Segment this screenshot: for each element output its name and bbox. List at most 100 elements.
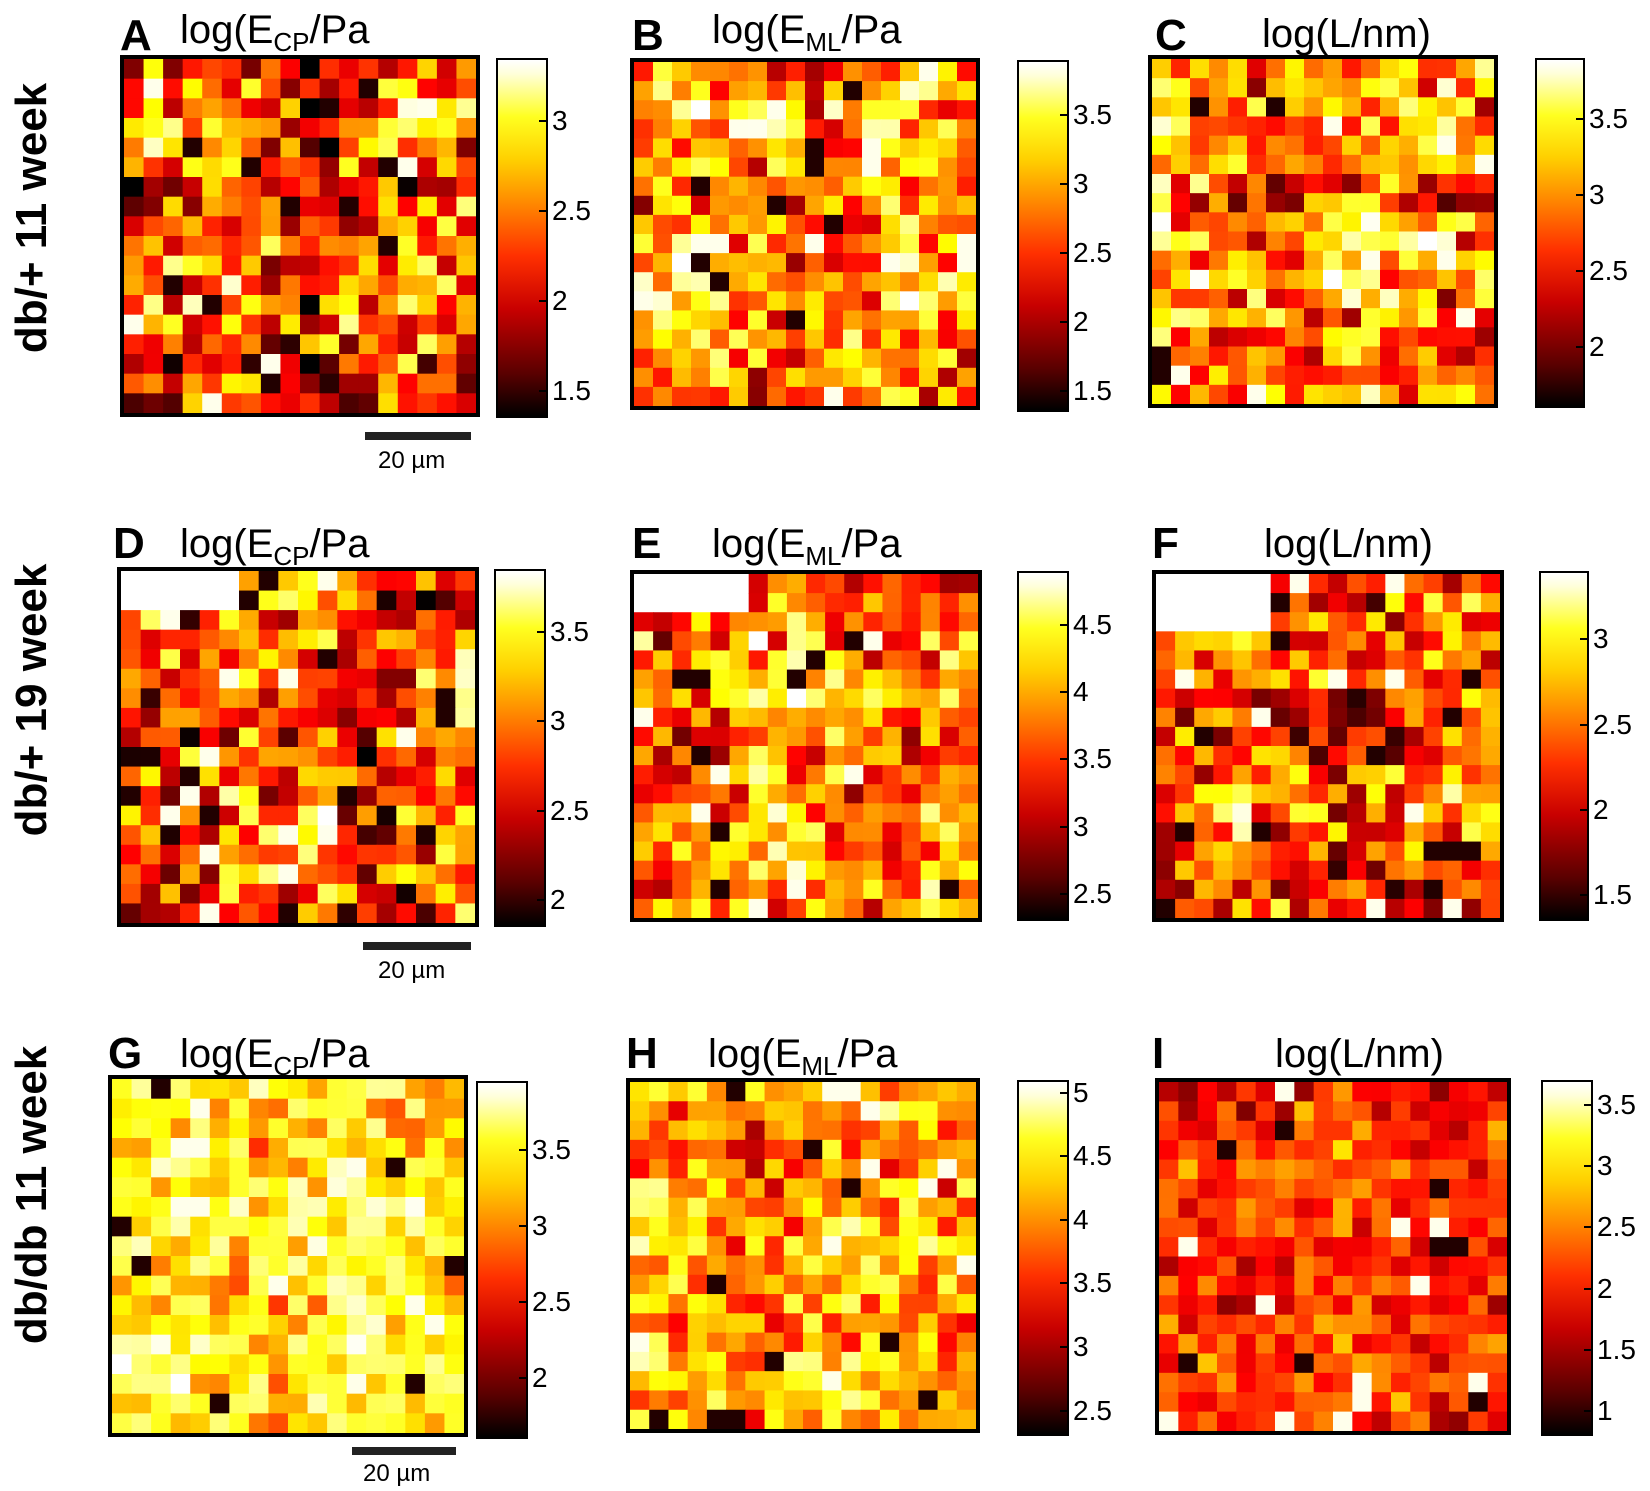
heatmap-cell xyxy=(339,98,360,119)
heatmap-cell xyxy=(397,275,418,296)
colorbar-b xyxy=(1017,60,1069,412)
heatmap-cell xyxy=(1247,193,1267,213)
heatmap-cell xyxy=(1194,879,1214,900)
heatmap-cell xyxy=(706,1371,727,1392)
heatmap-cell xyxy=(456,78,476,99)
heatmap-cell xyxy=(180,903,201,923)
heatmap-cell xyxy=(764,1101,785,1122)
heatmap-cell xyxy=(241,177,262,198)
heatmap-cell xyxy=(900,272,920,292)
heatmap-cell xyxy=(1468,1217,1489,1238)
heatmap-cell xyxy=(239,610,260,631)
heatmap-cell xyxy=(653,612,673,632)
heatmap-cell xyxy=(1197,1082,1218,1102)
heatmap-cell xyxy=(691,386,711,406)
colorbar-tick-label: 2 xyxy=(550,884,566,916)
heatmap-cell xyxy=(124,236,145,257)
heatmap-cell xyxy=(239,629,260,650)
heatmap-cell xyxy=(706,1255,727,1276)
heatmap-cell xyxy=(209,1157,230,1178)
heatmap-cell xyxy=(444,1197,464,1218)
panel-title-c: log(L/nm) xyxy=(1262,12,1431,56)
heatmap-cell xyxy=(748,688,769,709)
heatmap-cell xyxy=(131,1216,152,1237)
heatmap-cell xyxy=(1294,1334,1315,1355)
heatmap-cell xyxy=(630,1313,650,1334)
heatmap-cell xyxy=(1209,116,1229,137)
heatmap-cell xyxy=(672,176,692,197)
colorbar-tick-label: 1.5 xyxy=(1593,879,1632,911)
heatmap-cell xyxy=(436,334,458,355)
heatmap-cell xyxy=(937,1351,958,1372)
heatmap-cell xyxy=(634,386,654,406)
heatmap-cell xyxy=(385,1413,406,1433)
heatmap-cell xyxy=(385,1334,406,1355)
heatmap-cell xyxy=(687,1390,708,1411)
heatmap-cell xyxy=(339,255,360,276)
colorbar-tick-label: 3 xyxy=(552,105,568,136)
heatmap-cell xyxy=(1275,1217,1295,1238)
heatmap-cell xyxy=(1461,803,1482,824)
heatmap-cell xyxy=(199,629,220,650)
heatmap-cell xyxy=(920,765,941,785)
heatmap-cell xyxy=(199,747,220,768)
heatmap-cell xyxy=(346,1393,367,1414)
heatmap-cell xyxy=(1361,384,1381,404)
heatmap-cell xyxy=(1266,269,1286,290)
heatmap-cell xyxy=(1304,97,1324,118)
heatmap-cell xyxy=(1236,1101,1257,1122)
heatmap-cell xyxy=(248,1393,270,1414)
heatmap-cell xyxy=(691,612,712,632)
heatmap-cell xyxy=(260,59,282,80)
heatmap-cell xyxy=(170,1413,191,1433)
heatmap-cell xyxy=(764,1351,785,1372)
heatmap-cell xyxy=(1342,346,1362,367)
heatmap-cell xyxy=(843,367,863,388)
heatmap-cell xyxy=(1468,1295,1489,1316)
heatmap-cell xyxy=(726,1294,746,1314)
heatmap-cell xyxy=(319,255,340,276)
colorbar-tick-label: 1.5 xyxy=(1073,375,1112,407)
heatmap-cell xyxy=(634,214,654,235)
heatmap-cell xyxy=(786,707,807,728)
heatmap-d xyxy=(117,567,479,927)
heatmap-cell xyxy=(710,765,731,785)
heatmap-cell xyxy=(1352,1140,1373,1161)
heatmap-cell xyxy=(219,786,240,807)
heatmap-cell xyxy=(1255,1295,1276,1316)
heatmap-cell xyxy=(1442,784,1463,804)
heatmap-cell xyxy=(190,1098,211,1119)
heatmap-cell xyxy=(668,1294,689,1314)
heatmap-cell xyxy=(124,393,145,413)
heatmap-cell xyxy=(786,119,806,140)
heatmap-cell xyxy=(378,354,399,375)
heatmap-cell xyxy=(687,1216,708,1237)
panel-letter-i: I xyxy=(1152,1029,1165,1078)
heatmap-cell xyxy=(918,1178,939,1199)
heatmap-cell xyxy=(668,1197,689,1218)
heatmap-cell xyxy=(1190,327,1210,348)
heatmap-cell xyxy=(366,1275,387,1296)
heatmap-cell xyxy=(900,329,920,350)
heatmap-cell xyxy=(729,688,750,709)
heatmap-cell xyxy=(729,253,749,273)
heatmap-cell xyxy=(767,688,788,709)
heatmap-cell xyxy=(901,726,922,747)
heatmap-cell xyxy=(1342,59,1362,79)
heatmap-cell xyxy=(691,860,712,881)
heatmap-cell xyxy=(397,59,418,80)
colorbar-tick-label: 4 xyxy=(1073,1203,1089,1235)
heatmap-cell xyxy=(1371,1198,1392,1219)
heatmap-cell xyxy=(918,1255,939,1276)
heatmap-cell xyxy=(937,1313,958,1334)
heatmap-cell xyxy=(416,825,437,846)
heatmap-cell xyxy=(1404,879,1425,900)
heatmap-cell xyxy=(1442,612,1463,632)
heatmap-cell xyxy=(435,629,456,650)
heatmap-cell xyxy=(653,879,673,900)
heatmap-cell xyxy=(937,1294,958,1314)
heatmap-cell xyxy=(124,373,145,394)
heatmap-cell xyxy=(1366,803,1386,824)
heatmap-cell xyxy=(1449,1198,1469,1219)
heatmap-cell xyxy=(1232,803,1253,824)
